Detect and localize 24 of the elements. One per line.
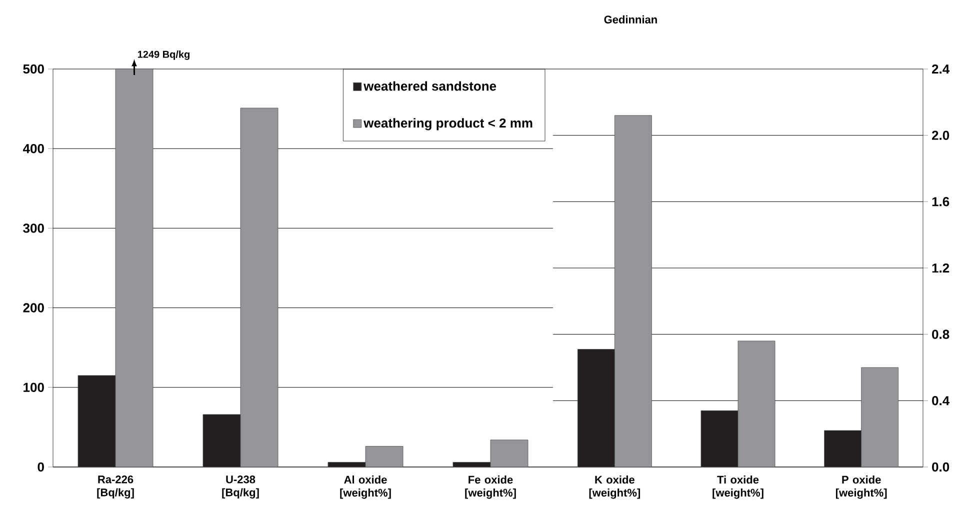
x-tick-label: P oxide [weight%] [836,476,887,499]
y-tick-label: 0 [38,462,44,472]
x-tick-label: K oxide [weight%] [589,476,640,499]
y-tick-label: 100 [24,382,44,392]
x-tick-label: Al oxide [weight%] [340,476,391,499]
y-tick-label: 500 [23,64,44,74]
y2-tick-label: 1.2 [932,263,950,273]
legend-label: weathering product < 2 mm [364,118,532,130]
y-tick-label: 200 [23,303,44,312]
y2-tick-label: 0.8 [932,330,950,339]
chart-title: Gedinnian [604,15,657,24]
x-tick-label: Ra-226 [Bq/kg] [97,476,134,499]
y2-tick-label: 2.0 [932,130,950,140]
y2-tick-label: 1.6 [932,197,950,206]
x-tick-label: U-238 [Bq/kg] [222,476,259,499]
y2-tick-label: 0.4 [932,396,950,406]
annotation: 1249 Bq/kg [138,50,190,60]
y2-tick-label: 0.0 [932,462,950,472]
x-tick-label: Ti oxide [weight%] [712,476,764,499]
legend-label: weathered sandstone [364,81,496,91]
y2-tick-label: 2.4 [932,64,950,74]
x-tick-label: Fe oxide [weight%] [465,476,516,499]
y-tick-label: 300 [23,224,44,233]
y-tick-label: 400 [22,144,44,154]
